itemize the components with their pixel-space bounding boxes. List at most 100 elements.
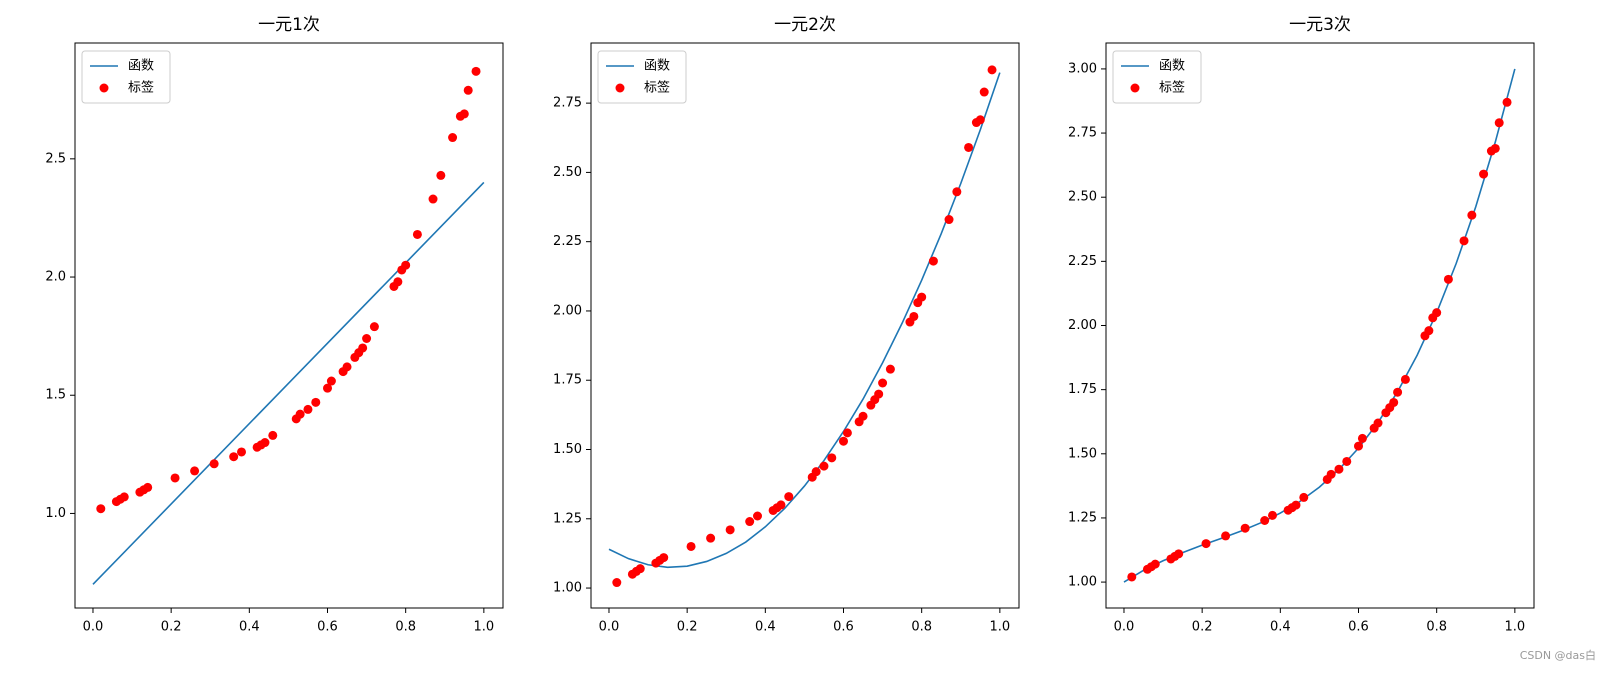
- x-tick-label: 0.2: [677, 620, 698, 635]
- label-point: [839, 436, 849, 446]
- function-line: [608, 72, 1001, 569]
- y-tick-label: 1.5: [45, 388, 66, 403]
- x-tick-label: 0.8: [911, 620, 932, 635]
- y-tick-label: 2.50: [553, 165, 582, 180]
- label-point: [1373, 418, 1383, 428]
- y-tick-label: 3.00: [1068, 61, 1097, 76]
- axes-frame: [590, 42, 1020, 609]
- x-tick-label: 0.4: [239, 620, 260, 635]
- label-point: [1342, 456, 1352, 466]
- label-point: [342, 362, 352, 372]
- watermark: CSDN @das白: [1520, 648, 1596, 662]
- label-point: [1432, 308, 1442, 318]
- label-point: [1459, 236, 1469, 246]
- x-tick-label: 0.4: [755, 620, 776, 635]
- label-point: [964, 142, 974, 152]
- label-point: [1443, 274, 1453, 284]
- label-point: [1334, 464, 1344, 474]
- y-tick-label: 2.50: [1068, 190, 1097, 205]
- label-point: [1354, 441, 1364, 451]
- label-point: [928, 256, 938, 266]
- label-point: [706, 533, 716, 543]
- y-tick-label: 1.25: [1068, 510, 1097, 525]
- label-point: [987, 65, 997, 75]
- label-point: [170, 473, 180, 483]
- label-point: [303, 404, 313, 414]
- label-point: [885, 364, 895, 374]
- y-tick-label: 2.75: [553, 96, 582, 111]
- legend-box: [597, 50, 687, 104]
- label-point: [1260, 516, 1270, 526]
- label-point: [1240, 523, 1250, 533]
- label-point: [952, 187, 962, 197]
- y-tick-label: 2.00: [1068, 318, 1097, 333]
- legend-label: 标签: [1159, 80, 1185, 96]
- y-tick-label: 2.75: [1068, 126, 1097, 141]
- y-tick-label: 1.00: [553, 581, 582, 596]
- y-tick-label: 2.00: [553, 303, 582, 318]
- label-point: [1389, 397, 1399, 407]
- label-point: [1127, 572, 1137, 582]
- label-point: [268, 430, 278, 440]
- label-point: [1221, 531, 1231, 541]
- label-point: [917, 292, 927, 302]
- label-point: [119, 492, 129, 502]
- label-point: [362, 334, 372, 344]
- label-point: [143, 482, 153, 492]
- label-point: [842, 428, 852, 438]
- label-point: [1400, 374, 1410, 384]
- y-tick-label: 1.75: [1068, 382, 1097, 397]
- x-tick-label: 1.0: [990, 620, 1011, 635]
- label-point: [975, 115, 985, 125]
- label-point: [1268, 510, 1278, 520]
- y-tick-label: 1.00: [1068, 575, 1097, 590]
- label-point: [358, 343, 368, 353]
- label-point: [463, 85, 473, 95]
- label-point: [909, 311, 919, 321]
- label-point: [979, 87, 989, 97]
- label-point: [96, 504, 106, 514]
- label-point: [1490, 143, 1500, 153]
- label-point: [323, 383, 333, 393]
- legend-label: 函数: [1159, 59, 1185, 74]
- axes-frame: [74, 42, 504, 609]
- label-point: [725, 525, 735, 535]
- y-tick-label: 1.50: [1068, 446, 1097, 461]
- y-tick-label: 2.25: [1068, 254, 1097, 269]
- label-point: [753, 511, 763, 521]
- label-point: [295, 409, 305, 419]
- y-tick-label: 1.75: [553, 373, 582, 388]
- label-point: [1494, 118, 1504, 128]
- label-point: [401, 260, 411, 270]
- legend-box: [1112, 50, 1202, 104]
- label-point: [784, 492, 794, 502]
- legend-swatch: [99, 83, 109, 93]
- label-point: [944, 215, 954, 225]
- label-point: [878, 378, 888, 388]
- legend-label: 标签: [128, 80, 154, 96]
- legend-label: 函数: [128, 59, 154, 74]
- subplot-title: 一元1次: [258, 15, 320, 35]
- axes-frame: [1105, 42, 1535, 609]
- label-point: [436, 170, 446, 180]
- x-tick-label: 0.6: [317, 620, 338, 635]
- subplot-title: 一元2次: [774, 15, 836, 35]
- label-point: [827, 453, 837, 463]
- label-point: [260, 438, 270, 448]
- x-tick-label: 0.2: [1192, 620, 1213, 635]
- label-point: [1424, 326, 1434, 336]
- label-point: [874, 389, 884, 399]
- label-point: [858, 411, 868, 421]
- label-point: [237, 447, 247, 457]
- x-tick-label: 0.0: [1114, 620, 1135, 635]
- label-point: [326, 376, 336, 386]
- x-tick-label: 0.0: [599, 620, 620, 635]
- label-point: [819, 461, 829, 471]
- x-tick-label: 0.6: [1348, 620, 1369, 635]
- legend-box: [81, 50, 171, 104]
- label-point: [745, 517, 755, 527]
- label-point: [1326, 469, 1336, 479]
- x-tick-label: 0.2: [161, 620, 182, 635]
- label-point: [635, 564, 645, 574]
